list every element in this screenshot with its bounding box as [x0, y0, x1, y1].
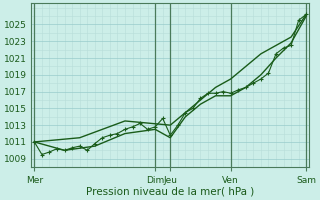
- X-axis label: Pression niveau de la mer( hPa ): Pression niveau de la mer( hPa ): [86, 187, 254, 197]
